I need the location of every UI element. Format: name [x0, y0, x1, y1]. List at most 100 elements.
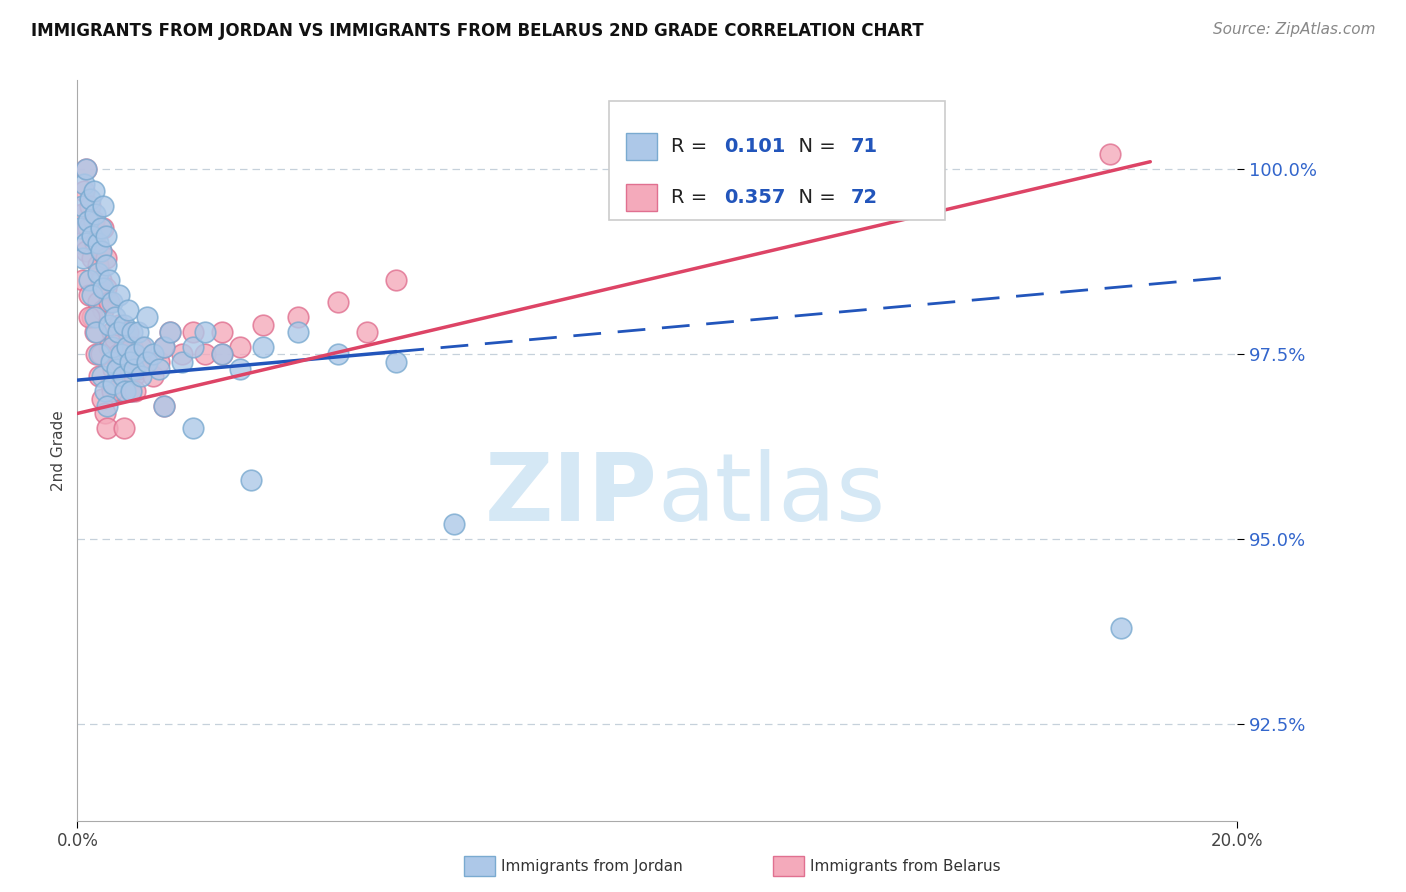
- Point: [124, 347, 146, 361]
- Point: [121, 325, 143, 339]
- Point: [72, 251, 94, 265]
- Text: Source: ZipAtlas.com: Source: ZipAtlas.com: [1212, 22, 1375, 37]
- Point: [79, 192, 101, 206]
- Point: [76, 221, 98, 235]
- Point: [115, 340, 138, 354]
- Point: [100, 376, 122, 391]
- Point: [90, 392, 112, 406]
- Text: IMMIGRANTS FROM JORDAN VS IMMIGRANTS FROM BELARUS 2ND GRADE CORRELATION CHART: IMMIGRANTS FROM JORDAN VS IMMIGRANTS FRO…: [31, 22, 924, 40]
- Point: [240, 473, 263, 487]
- Point: [83, 236, 105, 251]
- Point: [183, 340, 205, 354]
- Point: [75, 244, 97, 258]
- Point: [122, 369, 145, 384]
- Point: [90, 244, 111, 258]
- Text: N =: N =: [786, 137, 842, 156]
- Point: [183, 421, 205, 435]
- Point: [159, 325, 181, 339]
- Point: [75, 162, 97, 177]
- Point: [385, 273, 408, 287]
- Point: [132, 340, 155, 354]
- Point: [211, 325, 233, 339]
- Point: [96, 251, 118, 265]
- Point: [104, 310, 127, 325]
- Point: [79, 199, 101, 213]
- Point: [194, 347, 217, 361]
- Point: [86, 259, 108, 273]
- Text: R =: R =: [671, 137, 713, 156]
- Point: [98, 340, 121, 354]
- Point: [153, 340, 176, 354]
- Point: [75, 236, 97, 251]
- Point: [80, 288, 103, 302]
- Point: [124, 347, 146, 361]
- Point: [170, 347, 193, 361]
- Point: [90, 369, 112, 384]
- Point: [228, 362, 252, 376]
- Point: [124, 384, 146, 399]
- Point: [75, 162, 97, 177]
- Point: [117, 325, 139, 339]
- Point: [183, 325, 205, 339]
- Point: [135, 354, 157, 368]
- Point: [83, 214, 105, 228]
- Point: [112, 318, 135, 332]
- Text: atlas: atlas: [658, 449, 886, 541]
- Point: [385, 354, 408, 368]
- Point: [101, 325, 124, 339]
- Point: [135, 354, 157, 368]
- Point: [83, 310, 105, 325]
- Point: [287, 325, 309, 339]
- Point: [114, 369, 136, 384]
- Point: [1098, 147, 1121, 161]
- Point: [115, 347, 138, 361]
- Text: N =: N =: [786, 188, 842, 207]
- Point: [73, 177, 96, 191]
- Point: [148, 354, 170, 368]
- Point: [120, 384, 142, 399]
- Point: [80, 251, 103, 265]
- Point: [101, 295, 124, 310]
- Point: [129, 369, 152, 384]
- Point: [80, 228, 103, 243]
- Point: [142, 369, 165, 384]
- Point: [77, 273, 100, 287]
- Point: [83, 185, 105, 199]
- Point: [70, 206, 93, 220]
- Point: [101, 384, 124, 399]
- Point: [287, 310, 309, 325]
- Point: [100, 354, 122, 368]
- Point: [120, 384, 142, 399]
- Point: [101, 340, 124, 354]
- Point: [104, 333, 127, 347]
- Point: [153, 399, 176, 413]
- Point: [84, 347, 107, 361]
- Text: 0.357: 0.357: [724, 188, 786, 207]
- Point: [110, 354, 132, 368]
- Point: [228, 340, 252, 354]
- Point: [93, 280, 115, 294]
- Point: [105, 384, 128, 399]
- Point: [108, 318, 131, 332]
- Point: [153, 399, 176, 413]
- Point: [252, 318, 274, 332]
- Point: [93, 302, 115, 317]
- Point: [103, 376, 125, 391]
- Point: [76, 214, 98, 228]
- Point: [112, 421, 135, 435]
- Point: [84, 325, 107, 339]
- Point: [356, 325, 378, 339]
- Point: [1111, 621, 1133, 635]
- Text: Immigrants from Belarus: Immigrants from Belarus: [810, 859, 1001, 873]
- Text: 71: 71: [851, 137, 877, 156]
- Point: [89, 369, 111, 384]
- Point: [252, 340, 274, 354]
- Point: [121, 340, 143, 354]
- Text: Immigrants from Jordan: Immigrants from Jordan: [501, 859, 682, 873]
- Point: [114, 384, 136, 399]
- Point: [77, 310, 100, 325]
- Point: [211, 347, 233, 361]
- Point: [72, 273, 94, 287]
- Point: [93, 199, 115, 213]
- Point: [96, 259, 118, 273]
